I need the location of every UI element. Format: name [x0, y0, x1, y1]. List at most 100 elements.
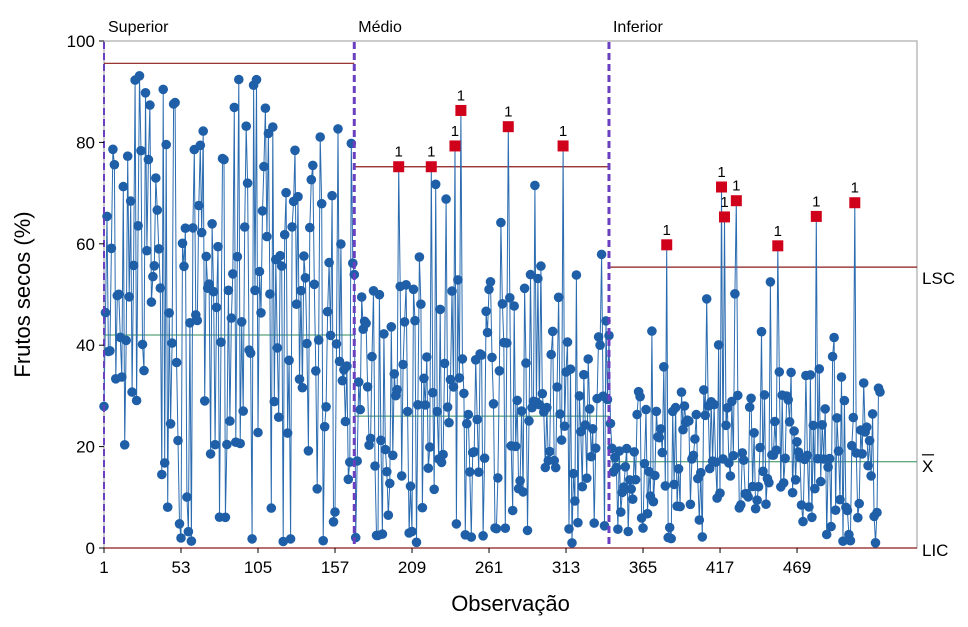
data-point	[377, 529, 388, 539]
data-point	[593, 332, 604, 342]
data-point	[546, 349, 556, 360]
data-point	[685, 499, 696, 510]
data-point	[383, 510, 394, 520]
data-point	[810, 483, 820, 494]
data-point	[587, 424, 598, 434]
data-point	[229, 102, 240, 113]
data-point	[106, 243, 117, 254]
data-point	[238, 406, 248, 416]
data-point	[579, 369, 589, 380]
data-point	[220, 512, 231, 523]
flagged-point	[849, 197, 861, 209]
data-point	[139, 365, 149, 376]
data-point	[380, 444, 391, 455]
data-point	[294, 374, 305, 385]
data-point	[488, 399, 499, 409]
data-point	[728, 450, 739, 461]
data-point	[411, 537, 422, 548]
data-point	[265, 289, 275, 299]
data-point	[268, 122, 278, 132]
data-point	[875, 387, 885, 397]
data-point	[642, 508, 653, 519]
data-point	[780, 453, 790, 464]
data-point	[114, 289, 124, 300]
data-point	[804, 502, 814, 512]
data-point	[148, 271, 158, 282]
data-point	[616, 507, 626, 517]
data-point	[679, 401, 690, 411]
flagged-point	[661, 239, 673, 251]
data-point	[507, 505, 518, 516]
data-point	[159, 458, 170, 468]
data-point	[805, 370, 816, 380]
data-point	[771, 445, 782, 456]
data-point	[479, 453, 490, 464]
data-point	[562, 337, 573, 347]
data-point	[487, 352, 497, 363]
data-point	[765, 277, 776, 287]
data-point	[232, 251, 243, 262]
data-point	[639, 458, 650, 469]
y-axis-title: Frutos secos (%)	[10, 211, 35, 377]
data-point	[613, 524, 623, 534]
data-point	[786, 367, 796, 378]
data-point	[669, 479, 679, 490]
data-point	[787, 487, 798, 498]
data-point	[833, 446, 844, 456]
data-point	[582, 473, 592, 484]
data-point	[550, 462, 561, 473]
data-point	[839, 395, 850, 406]
x-tick-label: 157	[321, 558, 349, 577]
data-point	[343, 474, 354, 485]
data-point	[547, 326, 558, 337]
data-point	[429, 484, 440, 495]
data-point	[826, 521, 836, 532]
data-point	[284, 355, 294, 366]
data-point	[355, 404, 366, 415]
data-point	[621, 443, 632, 454]
data-point	[858, 378, 869, 388]
data-point	[789, 426, 799, 436]
data-point	[313, 335, 324, 345]
data-point	[648, 496, 659, 507]
data-point	[457, 354, 468, 364]
data-point	[192, 315, 203, 326]
data-point	[753, 481, 764, 492]
data-point	[814, 364, 825, 374]
data-point	[199, 396, 210, 406]
data-point	[614, 446, 625, 456]
data-point	[176, 533, 186, 543]
data-point	[824, 453, 835, 464]
data-point	[494, 366, 505, 376]
data-point	[842, 505, 853, 516]
data-point	[555, 409, 565, 419]
data-point	[627, 494, 638, 505]
data-point	[641, 404, 651, 415]
data-point	[807, 512, 817, 523]
y-tick-label: 20	[76, 438, 95, 457]
data-point	[857, 449, 867, 459]
data-point	[146, 297, 157, 307]
data-point	[659, 362, 669, 372]
data-point	[516, 406, 527, 416]
data-point	[505, 293, 515, 303]
data-point	[802, 450, 813, 461]
data-point	[447, 286, 457, 296]
data-point	[119, 440, 130, 450]
data-point	[183, 526, 194, 537]
data-point	[744, 402, 755, 413]
data-point	[599, 521, 610, 531]
data-point	[408, 284, 419, 295]
flag-label: 1	[663, 222, 671, 239]
data-point	[709, 399, 719, 410]
data-point	[340, 416, 351, 427]
data-point	[651, 406, 662, 417]
data-point	[542, 402, 552, 413]
data-point	[577, 481, 588, 492]
data-point	[305, 222, 315, 233]
data-point	[174, 519, 185, 529]
data-point	[201, 251, 211, 262]
data-point	[738, 455, 749, 466]
data-point	[570, 496, 580, 506]
data-series	[99, 71, 885, 548]
